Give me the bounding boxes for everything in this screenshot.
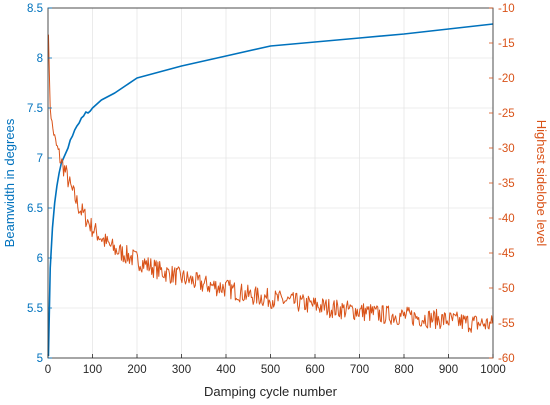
x-tick-label: 300 <box>172 364 191 376</box>
y-axis-left: 5 5.5 6 6.5 7 7.5 8 8.5 <box>27 3 52 365</box>
x-tick-label: 0 <box>45 364 51 376</box>
x-tick-label: 800 <box>394 364 413 376</box>
x-axis-label: Damping cycle number <box>204 384 338 399</box>
y-right-tick-label: -55 <box>498 318 515 330</box>
x-tick-label: 200 <box>127 364 146 376</box>
x-tick-label: 700 <box>350 364 369 376</box>
y-axis-left-label: Beamwidth in degrees <box>2 118 17 247</box>
x-axis: 0 100 200 300 400 500 600 700 800 900 1000 <box>45 354 506 376</box>
y-right-tick-label: -10 <box>498 3 515 15</box>
y-left-tick-label: 5.5 <box>27 303 43 315</box>
y-left-tick-label: 8.5 <box>27 3 43 15</box>
y-left-tick-label: 6 <box>37 253 43 265</box>
y-right-tick-label: -60 <box>498 353 515 365</box>
x-tick-label: 600 <box>305 364 324 376</box>
y-right-tick-label: -45 <box>498 248 515 260</box>
y-right-tick-label: -25 <box>498 108 515 120</box>
y-right-tick-label: -35 <box>498 178 515 190</box>
series-layer <box>47 23 494 357</box>
y-left-tick-label: 8 <box>37 53 43 65</box>
y-right-tick-label: -20 <box>498 73 515 85</box>
y-right-tick-label: -50 <box>498 283 515 295</box>
y-left-tick-label: 7 <box>37 153 43 165</box>
x-tick-label: 900 <box>439 364 458 376</box>
x-tick-label: 1000 <box>480 364 506 376</box>
y-axis-right-label: Highest sidelobe level <box>534 120 549 247</box>
y-left-tick-label: 5 <box>37 353 43 365</box>
beamwidth-series-line <box>47 23 494 357</box>
x-tick-label: 100 <box>83 364 102 376</box>
y-right-tick-label: -40 <box>498 213 515 225</box>
y-left-tick-label: 7.5 <box>27 103 43 115</box>
y-right-tick-label: -15 <box>498 38 515 50</box>
x-tick-label: 400 <box>216 364 235 376</box>
x-tick-label: 500 <box>261 364 280 376</box>
y-axis-right: -10 -15 -20 -25 -30 -35 -40 -45 -50 -55 -60 <box>489 3 515 365</box>
y-right-tick-label: -30 <box>498 143 515 155</box>
sidelobe-series-line <box>47 34 494 333</box>
y-left-tick-label: 6.5 <box>27 203 43 215</box>
